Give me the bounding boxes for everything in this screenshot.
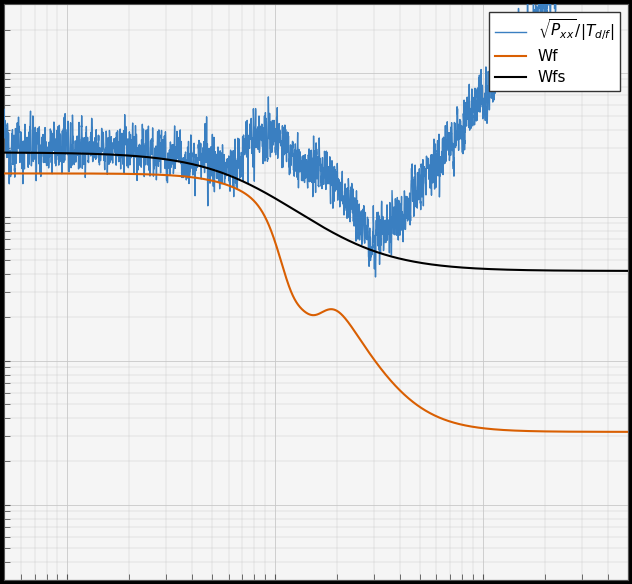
Wf bbox=[262, 215, 270, 223]
Wfs bbox=[574, 267, 581, 274]
Wf bbox=[624, 428, 631, 435]
Wfs bbox=[267, 193, 275, 200]
Wf bbox=[267, 227, 275, 234]
Line: Wfs: Wfs bbox=[4, 152, 628, 271]
Wf bbox=[605, 428, 612, 435]
$\sqrt{P_{xx}}/|T_{d/f}|$ bbox=[372, 273, 379, 280]
$\sqrt{P_{xx}}/|T_{d/f}|$ bbox=[1, 106, 8, 113]
$\sqrt{P_{xx}}/|T_{d/f}|$ bbox=[454, 110, 461, 117]
Wfs bbox=[1, 149, 8, 156]
$\sqrt{P_{xx}}/|T_{d/f}|$ bbox=[296, 166, 304, 173]
Wfs bbox=[296, 210, 304, 217]
Wf bbox=[574, 428, 581, 435]
Wfs bbox=[262, 190, 270, 197]
Wfs bbox=[453, 263, 461, 270]
Line: Wf: Wf bbox=[4, 173, 628, 432]
$\sqrt{P_{xx}}/|T_{d/f}|$ bbox=[262, 127, 270, 134]
$\sqrt{P_{xx}}/|T_{d/f}|$ bbox=[267, 144, 275, 151]
Wf bbox=[296, 304, 304, 311]
Wfs bbox=[624, 267, 631, 274]
Wf bbox=[453, 420, 461, 427]
Line: $\sqrt{P_{xx}}/|T_{d/f}|$: $\sqrt{P_{xx}}/|T_{d/f}|$ bbox=[4, 0, 628, 277]
Wfs bbox=[605, 267, 612, 274]
Legend: $\sqrt{P_{xx}}/|T_{d/f}|$, Wf, Wfs: $\sqrt{P_{xx}}/|T_{d/f}|$, Wf, Wfs bbox=[489, 12, 620, 92]
Wf bbox=[1, 170, 8, 177]
